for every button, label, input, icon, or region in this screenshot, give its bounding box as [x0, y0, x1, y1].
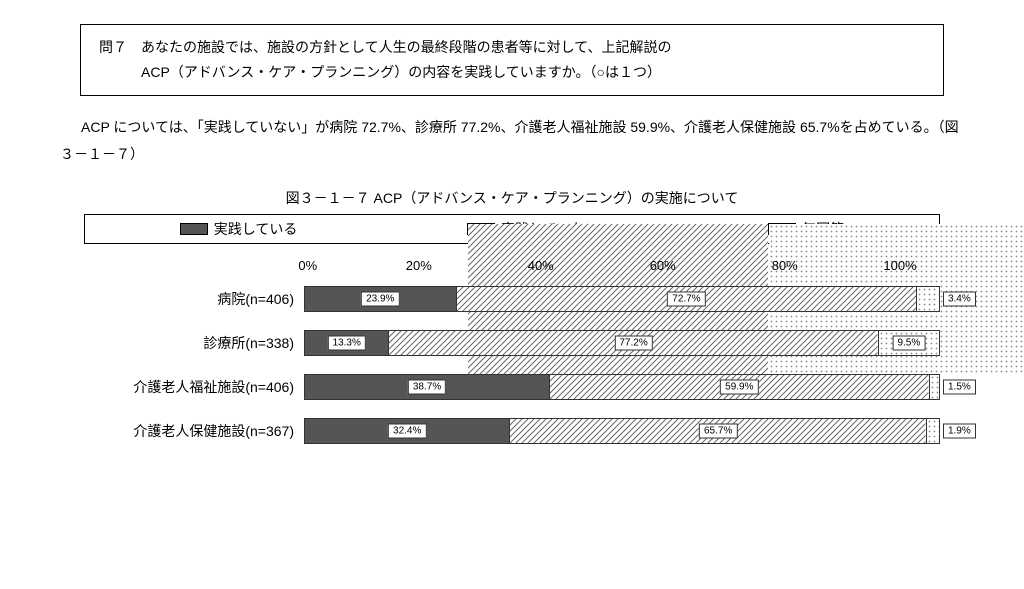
bar-segment: 72.7%: [457, 287, 918, 311]
bar-segment: 59.9%: [550, 375, 929, 399]
category-label: 介護老人福祉施設(n=406): [84, 377, 304, 397]
axis-row: 0% 20% 40% 60% 80% 100%: [84, 258, 940, 273]
legend-item: 無回答: [768, 219, 844, 239]
bar-segment: 1.9%: [927, 419, 939, 443]
segment-value: 1.9%: [943, 423, 976, 438]
segment-value: 77.2%: [614, 335, 652, 350]
bar-track: 23.9% 72.7% 3.4%: [304, 286, 940, 312]
segment-value: 72.7%: [667, 291, 705, 306]
bar-segment: 77.2%: [389, 331, 878, 355]
segment-value: 32.4%: [388, 423, 426, 438]
bar-segment: 13.3%: [305, 331, 389, 355]
legend-text: 実践している: [214, 219, 298, 239]
category-label: 病院(n=406): [84, 289, 304, 309]
axis-tick-label: 80%: [772, 258, 798, 273]
segment-value: 23.9%: [361, 291, 399, 306]
summary-text: ACP については、「実践していない」が病院 72.7%、診療所 77.2%、介…: [60, 114, 964, 167]
bar-track: 32.4% 65.7% 1.9%: [304, 418, 940, 444]
axis-tick-label: 40%: [528, 258, 554, 273]
bar-segment: 38.7%: [305, 375, 550, 399]
chart-area: 実践している 実践していない 無回答 0% 20% 40% 60% 80% 100% 病院(n…: [84, 214, 940, 453]
question-box: 問７ あなたの施設では、施設の方針として人生の最終段階の患者等に対して、上記解説…: [80, 24, 944, 96]
segment-value: 9.5%: [892, 335, 925, 350]
chart-title: 図３－１－７ ACP（アドバンス・ケア・プランニング）の実施について: [60, 188, 964, 208]
bar-segment: 32.4%: [305, 419, 510, 443]
category-label: 診療所(n=338): [84, 333, 304, 353]
legend-item: 実践していない: [467, 219, 599, 239]
legend-item: 実践している: [180, 219, 298, 239]
bar-row: 病院(n=406) 23.9% 72.7% 3.4%: [84, 277, 940, 321]
question-line1: 問７ あなたの施設では、施設の方針として人生の最終段階の患者等に対して、上記解説…: [99, 35, 925, 60]
bar-track: 13.3% 77.2% 9.5%: [304, 330, 940, 356]
bar-segment: 3.4%: [917, 287, 939, 311]
bar-rows: 病院(n=406) 23.9% 72.7% 3.4% 診療所(n=338) 13.3% 77…: [84, 277, 940, 453]
bar-segment: 1.5%: [930, 375, 939, 399]
axis-tick-label: 20%: [406, 258, 432, 273]
legend-box: 実践している 実践していない 無回答: [84, 214, 940, 244]
category-label: 介護老人保健施設(n=367): [84, 421, 304, 441]
axis-tick-label: 0%: [298, 258, 317, 273]
question-line2: ACP（アドバンス・ケア・プランニング）の内容を実践していますか。（○は１つ）: [99, 60, 925, 85]
bar-track: 38.7% 59.9% 1.5%: [304, 374, 940, 400]
bar-row: 介護老人福祉施設(n=406) 38.7% 59.9% 1.5%: [84, 365, 940, 409]
bar-segment: 23.9%: [305, 287, 457, 311]
bar-row: 介護老人保健施設(n=367) 32.4% 65.7% 1.9%: [84, 409, 940, 453]
segment-value: 3.4%: [943, 291, 976, 306]
segment-value: 38.7%: [408, 379, 446, 394]
axis-tick-label: 100%: [883, 258, 916, 273]
axis-labels: 0%20%40%60%80%100%: [304, 258, 940, 273]
bar-segment: 9.5%: [879, 331, 939, 355]
legend-swatch: [180, 223, 208, 235]
bar-segment: 65.7%: [510, 419, 927, 443]
segment-value: 13.3%: [327, 335, 365, 350]
legend-swatch: [467, 223, 495, 235]
bar-row: 診療所(n=338) 13.3% 77.2% 9.5%: [84, 321, 940, 365]
segment-value: 65.7%: [699, 423, 737, 438]
axis-tick-label: 60%: [650, 258, 676, 273]
segment-value: 59.9%: [720, 379, 758, 394]
segment-value: 1.5%: [943, 379, 976, 394]
legend-swatch: [768, 223, 796, 235]
